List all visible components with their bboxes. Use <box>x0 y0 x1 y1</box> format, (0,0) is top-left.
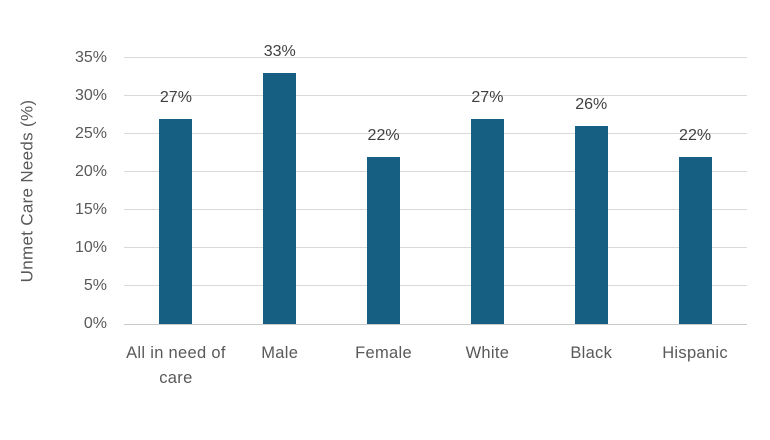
y-tick-label: 15% <box>74 201 107 218</box>
bar-white <box>470 118 504 324</box>
bar-all-in-need-of-care <box>159 118 193 324</box>
x-category-label: All in need of care <box>126 344 226 387</box>
y-tick-label: 5% <box>83 277 107 294</box>
gridline <box>124 133 747 134</box>
x-category-label: Hispanic <box>662 344 728 362</box>
bar-data-label: 27% <box>471 88 504 106</box>
gridline <box>124 285 747 286</box>
bar-data-label: 33% <box>263 43 296 61</box>
x-category-label: White <box>465 344 510 362</box>
x-axis-line <box>124 324 747 325</box>
bar-male <box>263 73 297 324</box>
y-tick-label: 35% <box>74 49 107 66</box>
bar-data-label: 22% <box>679 126 712 144</box>
y-tick-label: 30% <box>74 87 107 104</box>
gridline <box>124 171 747 172</box>
x-category-label: Female <box>355 344 412 362</box>
y-tick-label: 0% <box>83 315 107 332</box>
bar-black <box>574 126 608 324</box>
bar-data-label: 26% <box>575 96 608 114</box>
y-tick-label: 25% <box>74 125 107 142</box>
plot-area: 27% 33% 22% 27% 26% 22% <box>124 43 747 325</box>
y-tick-label: 10% <box>74 239 107 256</box>
gridline <box>124 95 747 96</box>
y-tick-label: 20% <box>74 163 107 180</box>
x-category-label: Black <box>570 344 613 362</box>
gridline <box>124 57 747 58</box>
bar-hispanic <box>678 156 712 324</box>
bar-female <box>367 156 401 324</box>
gridline <box>124 247 747 248</box>
x-category-label: Male <box>261 344 299 362</box>
bar-data-label: 27% <box>159 88 192 106</box>
bar-data-label: 22% <box>367 126 400 144</box>
gridline <box>124 209 747 210</box>
